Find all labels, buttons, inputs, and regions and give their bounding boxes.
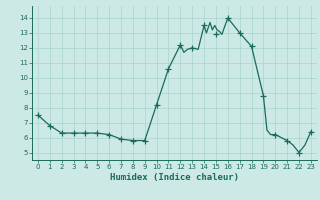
X-axis label: Humidex (Indice chaleur): Humidex (Indice chaleur) [110, 173, 239, 182]
